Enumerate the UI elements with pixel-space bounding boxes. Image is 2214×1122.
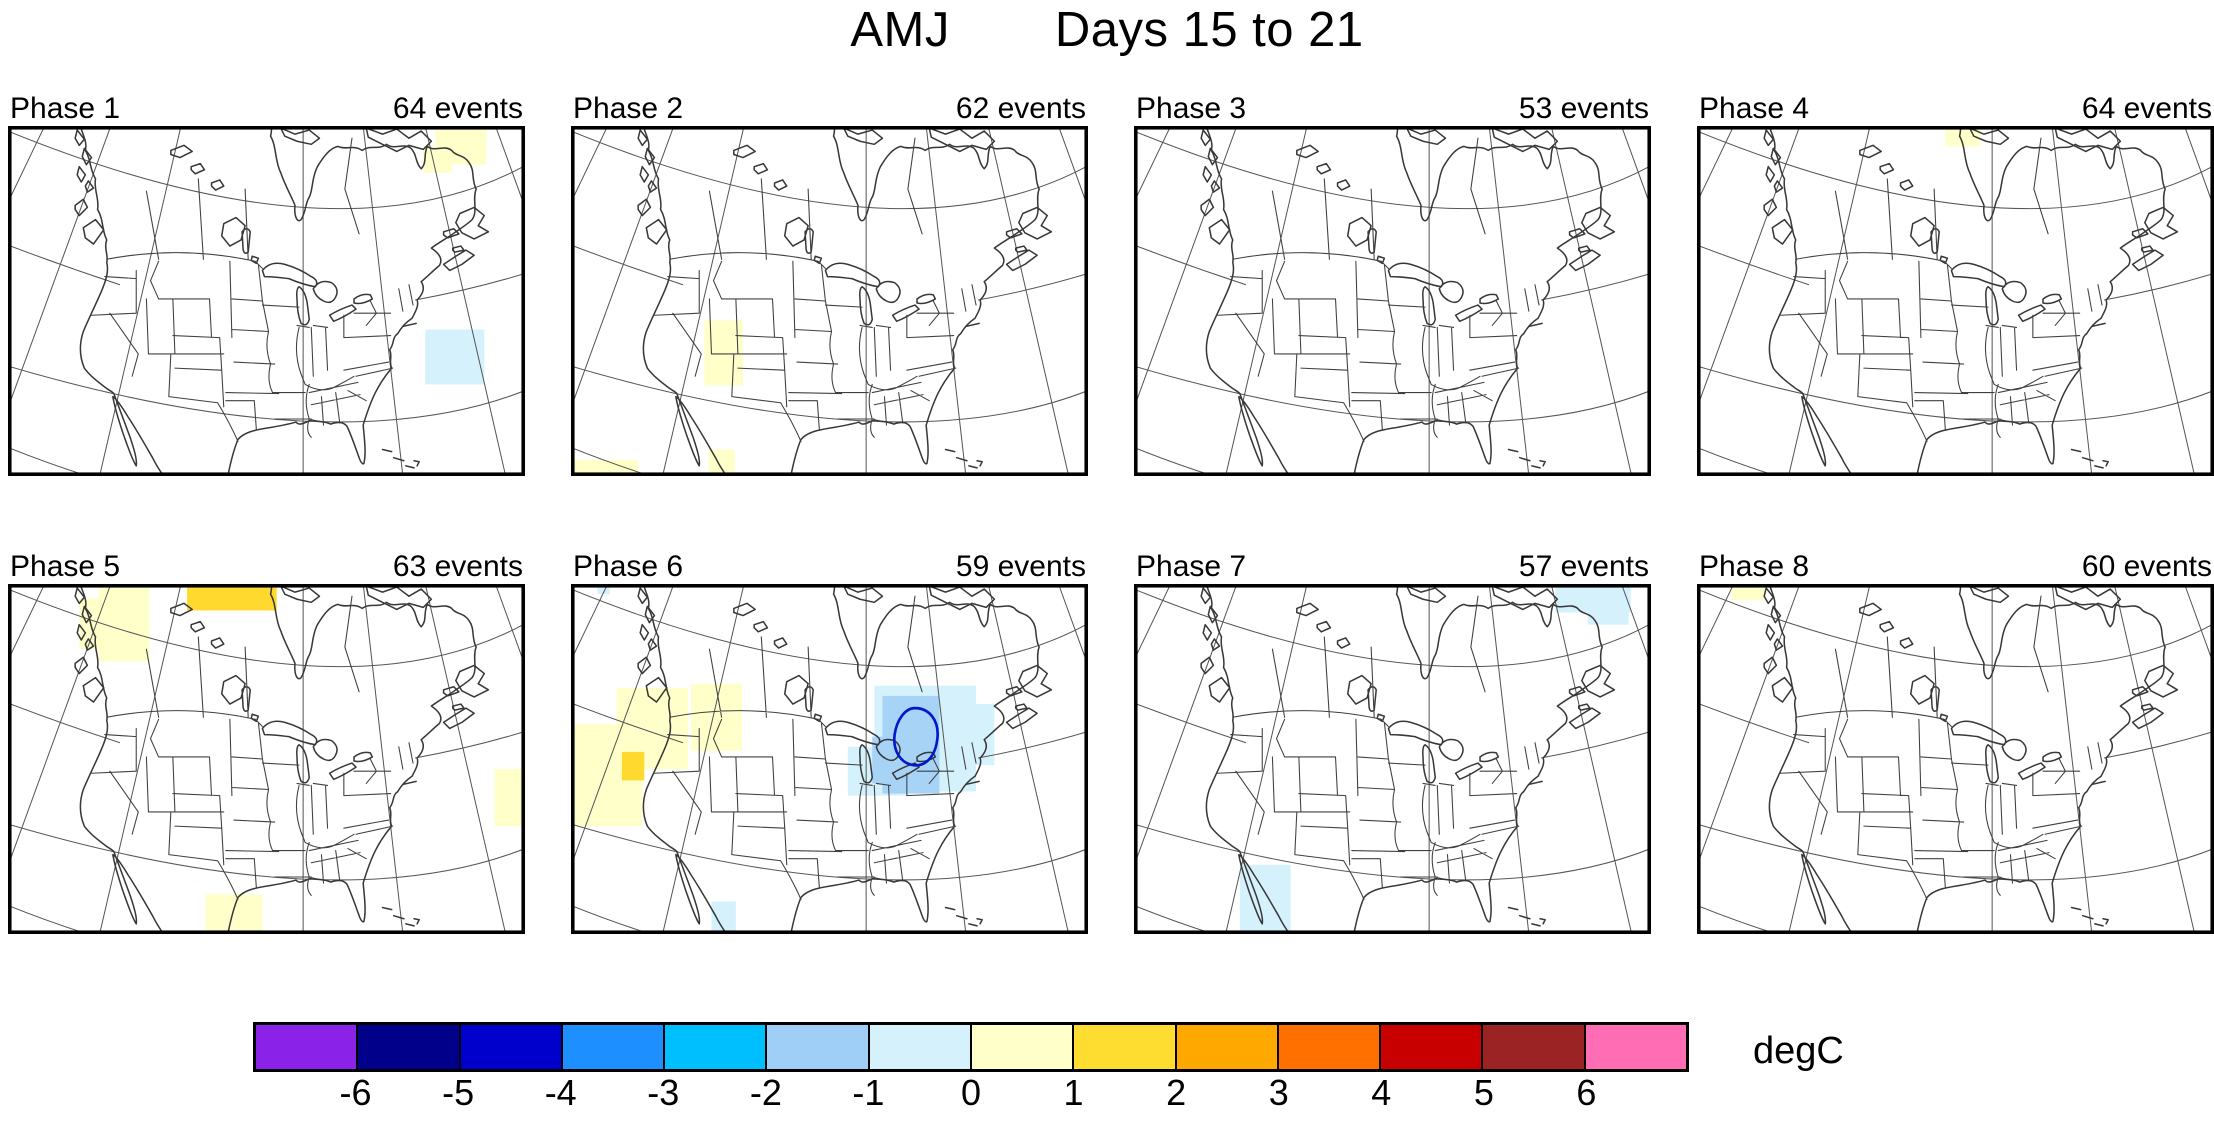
colorbar-ticks: -6 -5 -4 -3 -2 -1 0 1 2 3 4 5 6 bbox=[253, 1072, 1689, 1116]
significance-contour bbox=[893, 706, 939, 767]
map-phase-1 bbox=[8, 126, 525, 476]
colorbar-tick: 3 bbox=[1268, 1072, 1289, 1113]
colorbar-segment bbox=[1278, 1025, 1382, 1069]
panel-phase-label: Phase 8 bbox=[1699, 550, 1810, 583]
map-phase-4 bbox=[1697, 126, 2214, 476]
panel-phase-label: Phase 7 bbox=[1136, 550, 1247, 583]
panel-phase-8: Phase 8 60 events bbox=[1697, 548, 2214, 934]
colorbar-tick: -5 bbox=[442, 1072, 475, 1113]
anomaly-patch bbox=[1587, 604, 1629, 625]
map-phase-6 bbox=[571, 584, 1088, 934]
colorbar-tick: 5 bbox=[1473, 1072, 1494, 1113]
map-frame bbox=[571, 126, 1088, 476]
map-frame bbox=[1697, 584, 2214, 934]
colorbar-segment bbox=[1483, 1025, 1586, 1069]
map-phase-3 bbox=[1134, 126, 1651, 476]
panel-events-label: 64 events bbox=[392, 92, 523, 125]
panel-phase-label: Phase 6 bbox=[573, 550, 684, 583]
panel-phase-4: Phase 4 64 events bbox=[1697, 90, 2214, 476]
colorbar-tick: -4 bbox=[544, 1072, 577, 1113]
panel-phase-5: Phase 5 63 events bbox=[8, 548, 525, 934]
anomaly-patch bbox=[205, 894, 263, 934]
colorbar-tick: -1 bbox=[852, 1072, 885, 1113]
colorbar-tick: -2 bbox=[749, 1072, 782, 1113]
panel-phase-label: Phase 5 bbox=[10, 550, 121, 583]
colorbar-segment bbox=[767, 1025, 870, 1069]
panel-phase-6: Phase 6 59 events bbox=[571, 548, 1088, 934]
colorbar-tick: 4 bbox=[1371, 1072, 1392, 1113]
panel-phase-label: Phase 1 bbox=[10, 92, 121, 125]
panel-phase-2: Phase 2 62 events bbox=[571, 90, 1088, 476]
colorbar bbox=[253, 1022, 1689, 1072]
panel-events-label: 64 events bbox=[2081, 92, 2212, 125]
anomaly-patch bbox=[494, 769, 525, 827]
figure-title-season: AMJ bbox=[850, 3, 950, 57]
colorbar-tick: -6 bbox=[339, 1072, 372, 1113]
panel-events-label: 63 events bbox=[392, 550, 523, 583]
panel-events-label: 57 events bbox=[1518, 550, 1649, 583]
anomaly-patch bbox=[1731, 584, 1767, 601]
colorbar-segment bbox=[358, 1025, 461, 1069]
anomaly-patch bbox=[621, 751, 645, 781]
anomaly-patch bbox=[425, 329, 485, 385]
colorbar-segment bbox=[971, 1025, 1075, 1069]
panel-phase-3: Phase 3 53 events bbox=[1134, 90, 1651, 476]
colorbar-unit-label: degC bbox=[1753, 1030, 1844, 1072]
colorbar-segment bbox=[256, 1025, 359, 1069]
colorbar-segment bbox=[460, 1025, 563, 1069]
anomaly-patch bbox=[571, 459, 639, 476]
anomaly-patches bbox=[571, 320, 743, 476]
figure-title: AMJ Days 15 to 21 bbox=[0, 2, 2214, 58]
anomaly-patch bbox=[98, 584, 150, 662]
map-frame bbox=[8, 126, 525, 476]
colorbar-segment bbox=[1176, 1025, 1279, 1069]
colorbar-tick: 0 bbox=[960, 1072, 982, 1113]
panel-phase-label: Phase 2 bbox=[573, 92, 684, 125]
panel-events-label: 62 events bbox=[955, 92, 1086, 125]
colorbar-tick: 2 bbox=[1166, 1072, 1187, 1113]
panel-phase-1: Phase 1 64 events bbox=[8, 90, 525, 476]
map-phase-2 bbox=[571, 126, 1088, 476]
panel-events-label: 53 events bbox=[1518, 92, 1649, 125]
colorbar-segment bbox=[1381, 1025, 1484, 1069]
colorbar-tick: 6 bbox=[1576, 1072, 1597, 1113]
anomaly-patches bbox=[1731, 584, 1767, 601]
panel-phase-7: Phase 7 57 events bbox=[1134, 548, 1651, 934]
colorbar-segment bbox=[562, 1025, 666, 1069]
colorbar-tick: -3 bbox=[647, 1072, 680, 1113]
map-phase-5 bbox=[8, 584, 525, 934]
map-phase-7 bbox=[1134, 584, 1651, 934]
map-phase-8 bbox=[1697, 584, 2214, 934]
colorbar-segment bbox=[1585, 1025, 1686, 1069]
anomaly-patches bbox=[423, 126, 487, 385]
panel-events-label: 60 events bbox=[2081, 550, 2212, 583]
colorbar-segment bbox=[1074, 1025, 1177, 1069]
colorbar-segment bbox=[869, 1025, 972, 1069]
significance-contours bbox=[893, 706, 939, 767]
panel-phase-label: Phase 4 bbox=[1699, 92, 1810, 125]
panel-phase-label: Phase 3 bbox=[1136, 92, 1247, 125]
anomaly-patches bbox=[79, 584, 525, 934]
figure-title-days: Days 15 to 21 bbox=[1054, 3, 1364, 57]
anomaly-patch bbox=[187, 584, 277, 611]
panel-events-label: 59 events bbox=[955, 550, 1086, 583]
map-frame bbox=[1134, 584, 1651, 934]
map-frame bbox=[1134, 126, 1651, 476]
anomaly-patch bbox=[597, 584, 610, 595]
colorbar-tick: 1 bbox=[1063, 1072, 1084, 1113]
colorbar-segment bbox=[665, 1025, 768, 1069]
map-frame bbox=[1697, 126, 2214, 476]
anomaly-patch bbox=[423, 146, 452, 173]
